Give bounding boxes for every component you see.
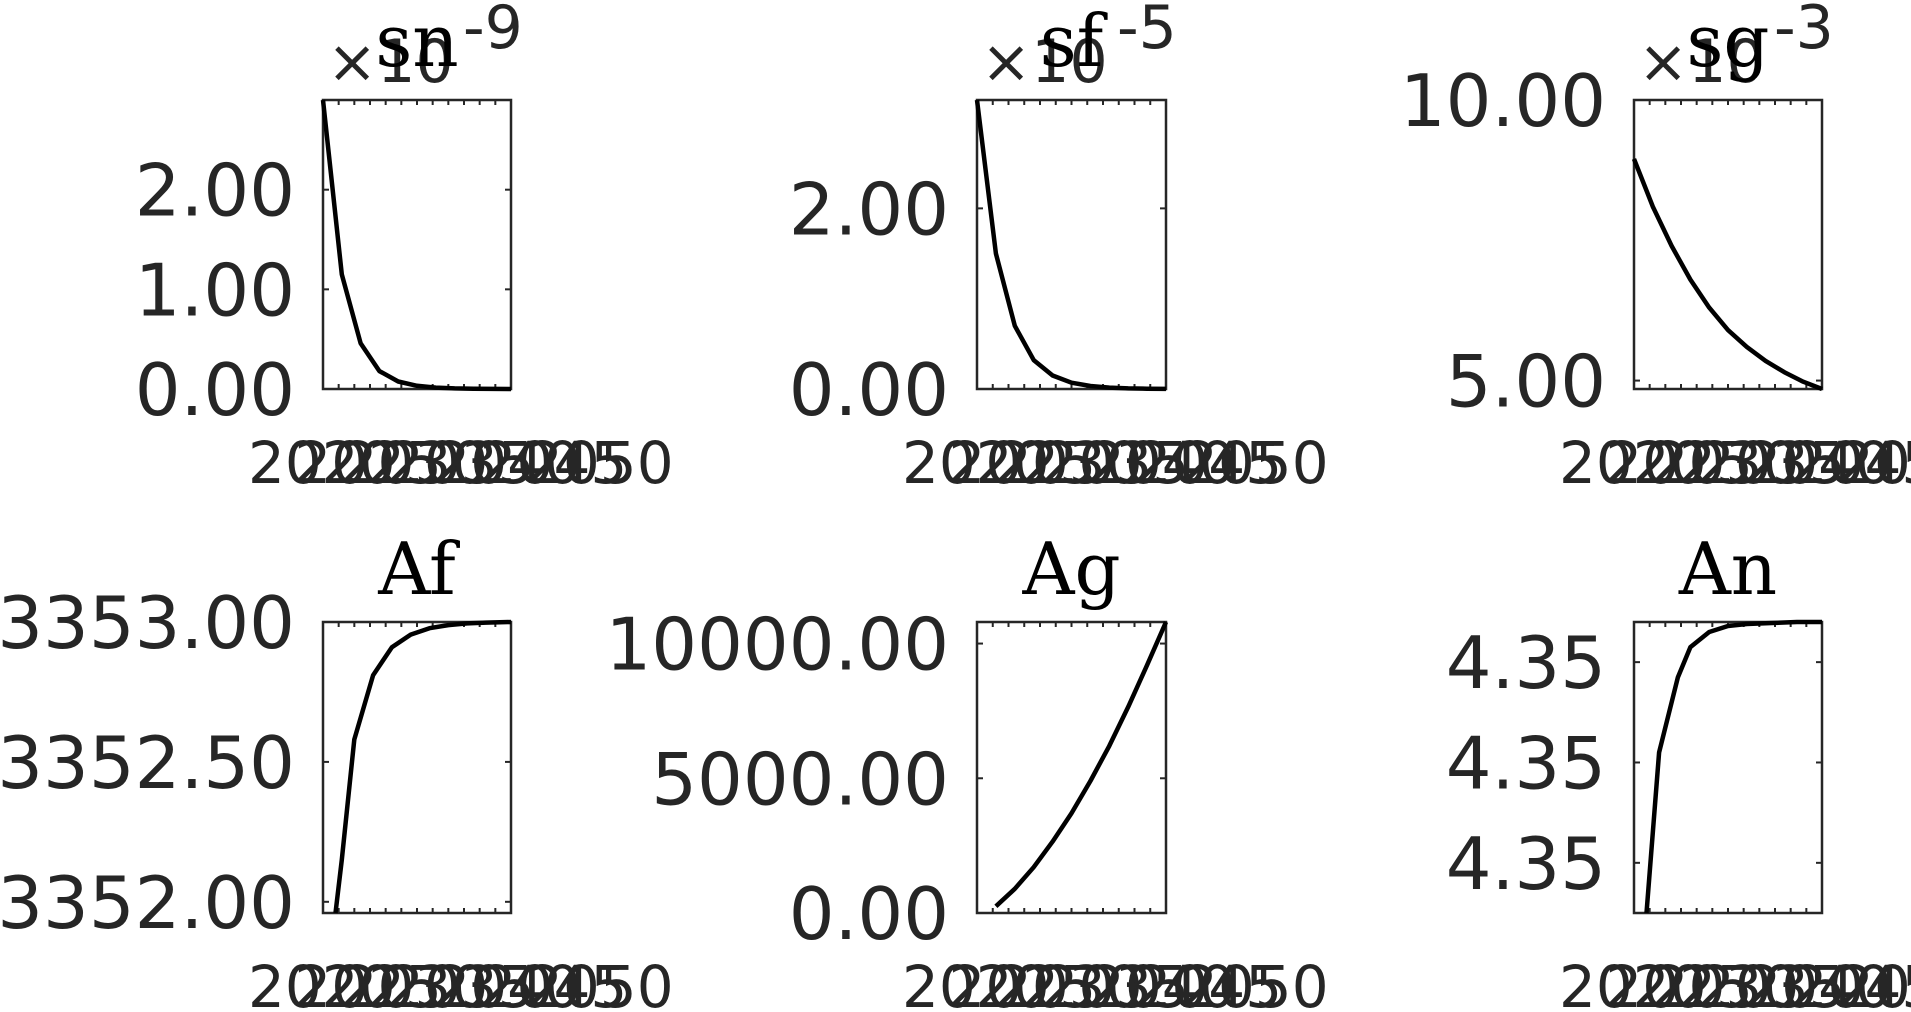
x-tick-label: 2020: [1559, 953, 1707, 1012]
y-tick-label: 2.00: [135, 149, 295, 233]
y-tick-label: 4.35: [1446, 721, 1606, 805]
x-tick-label: 2025: [1605, 429, 1753, 497]
x-tick-label: 2045: [1791, 429, 1911, 497]
subplot-Ag: 0.00 5000.00 10000.00 202020252030203520402…: [605, 527, 1328, 1012]
y-tick-label: 4.35: [1446, 822, 1606, 906]
subplot-title: sf: [1040, 0, 1108, 83]
x-tick-label: 2045: [1135, 953, 1283, 1012]
axes-frame: [1632, 620, 1824, 915]
series-line-An: [1644, 619, 1822, 914]
x-tick-label: 2025: [949, 953, 1097, 1012]
y-tick-label: 10000.00: [605, 603, 949, 687]
x-tick-label: 2020: [902, 429, 1050, 497]
x-tick-label: 2025: [294, 429, 442, 497]
x-tick-label: 2035: [387, 953, 535, 1012]
axes-frame: [1632, 98, 1824, 391]
subplot-An: 4.35 4.35 4.35 2020202520302035204020452050…: [1446, 527, 1911, 1012]
y-tick-label: 4.35: [1446, 621, 1606, 705]
x-tick-label: 2050: [1181, 429, 1329, 497]
x-tick-label: 2040: [1744, 953, 1892, 1012]
x-tick-label: 2040: [433, 953, 581, 1012]
x-tick-label: 2045: [1791, 953, 1911, 1012]
y-tick-label: 2.00: [789, 167, 949, 251]
x-tick-label: 2025: [1605, 953, 1753, 1012]
y-exponent-label: ×10: [327, 27, 454, 97]
x-tick-label: 2030: [1652, 953, 1800, 1012]
axes-frame: [975, 620, 1168, 915]
x-tick-label: 2045: [480, 953, 628, 1012]
x-tick-label: 2020: [248, 429, 396, 497]
x-tick-label: 2025: [294, 953, 442, 1012]
y-tick-label: 0.00: [789, 348, 949, 432]
y-exponent: -3: [1774, 0, 1834, 63]
y-tick-label: 3352.50: [0, 721, 295, 805]
x-tick-label: 2045: [1135, 429, 1283, 497]
x-tick-label: 2045: [480, 429, 628, 497]
subplot-title: sg: [1686, 0, 1769, 83]
axes-frame: [321, 98, 513, 391]
y-tick-label: 1.00: [135, 248, 295, 332]
y-tick-label: 0.00: [135, 348, 295, 432]
x-tick-label: 2035: [1698, 429, 1846, 497]
series-line-Af: [333, 619, 512, 914]
x-tick-label: 2030: [341, 953, 489, 1012]
series-line-sn: [320, 99, 512, 392]
x-tick-label: 2025: [949, 429, 1097, 497]
x-tick-label: 2040: [1744, 429, 1892, 497]
x-tick-label: 2040: [1088, 429, 1236, 497]
subplot-title: Ag: [1021, 527, 1120, 611]
x-tick-label: 2020: [1559, 429, 1707, 497]
y-tick-label: 3352.00: [0, 861, 295, 945]
y-exponent-label: ×10: [1638, 27, 1765, 97]
subplot-Af: 3352.00 3352.50 3353.00 2020202520302035204…: [0, 527, 674, 1012]
y-exponent: -9: [463, 0, 523, 63]
subplot-title: sn: [375, 0, 458, 83]
series-line-Ag: [994, 621, 1169, 908]
x-tick-label: 2050: [1837, 953, 1911, 1012]
x-tick-label: 2035: [1042, 953, 1190, 1012]
x-tick-label: 2030: [995, 429, 1143, 497]
x-tick-label: 2020: [248, 953, 396, 1012]
axes-frame: [321, 620, 513, 915]
x-tick-label: 2035: [1698, 953, 1846, 1012]
subplot-sn: 0.00 1.00 2.00 2020202520302035204020452050…: [135, 0, 674, 497]
x-tick-label: 2035: [1042, 429, 1190, 497]
x-tick-label: 2035: [387, 429, 535, 497]
x-tick-label: 2050: [526, 953, 674, 1012]
series-line-sf: [974, 99, 1167, 392]
x-tick-label: 2030: [1652, 429, 1800, 497]
series-line-sg: [1631, 158, 1823, 392]
x-tick-label: 2050: [1181, 953, 1329, 1012]
y-tick-label: 0.00: [789, 872, 949, 956]
x-tick-label: 2040: [1088, 953, 1236, 1012]
axes-frame: [975, 98, 1168, 391]
x-tick-label: 2020: [902, 953, 1050, 1012]
x-tick-label: 2030: [995, 953, 1143, 1012]
x-tick-label: 2050: [1837, 429, 1911, 497]
y-exponent-label: ×10: [981, 27, 1108, 97]
subplot-title: Af: [377, 527, 460, 611]
x-tick-label: 2030: [341, 429, 489, 497]
y-exponent: -5: [1117, 0, 1177, 63]
y-tick-label: 3353.00: [0, 581, 295, 665]
x-tick-label: 2040: [433, 429, 581, 497]
subplot-title: An: [1678, 527, 1777, 611]
y-tick-label: 5.00: [1446, 340, 1606, 424]
x-tick-label: 2050: [526, 429, 674, 497]
y-tick-label: 5000.00: [651, 737, 949, 821]
y-tick-label: 10.00: [1400, 59, 1606, 143]
